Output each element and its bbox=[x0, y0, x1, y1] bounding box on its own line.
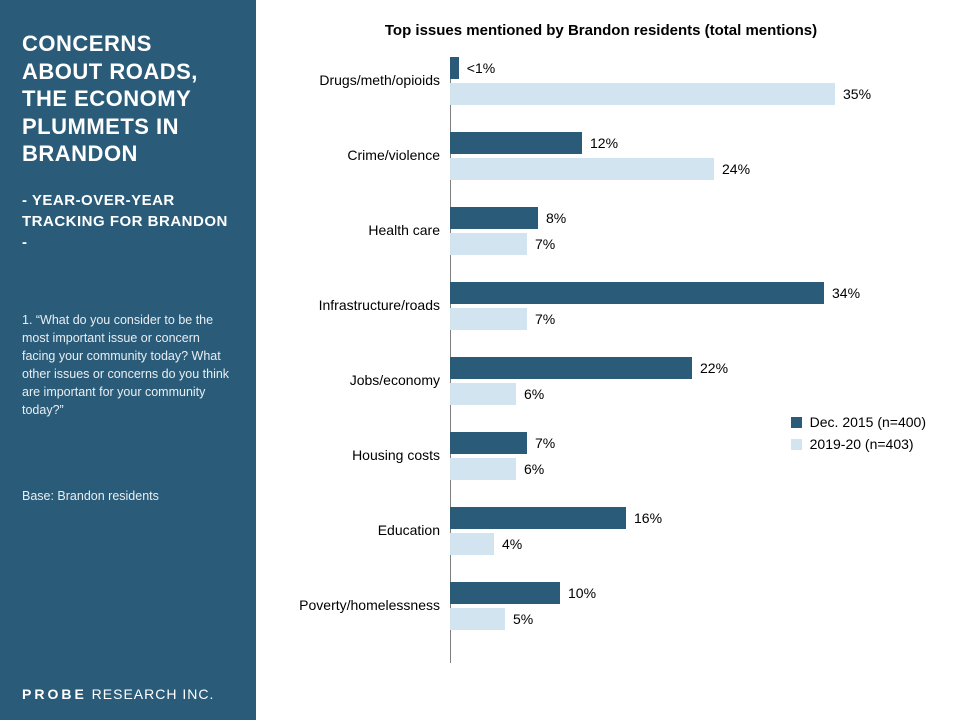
sidebar-title: CONCERNS ABOUT ROADS, THE ECONOMY PLUMME… bbox=[22, 30, 234, 168]
legend-swatch bbox=[791, 439, 802, 450]
category-label: Education bbox=[270, 522, 445, 538]
sidebar-base: Base: Brandon residents bbox=[22, 489, 234, 503]
bar bbox=[450, 383, 516, 405]
bar bbox=[450, 533, 494, 555]
legend: Dec. 2015 (n=400) 2019-20 (n=403) bbox=[791, 414, 926, 458]
bar-value-label: 5% bbox=[513, 611, 533, 627]
legend-label: Dec. 2015 (n=400) bbox=[810, 414, 926, 430]
bar-chart: Drugs/meth/opioids <1% 35% Crime/violence 12… bbox=[270, 57, 930, 657]
page: CONCERNS ABOUT ROADS, THE ECONOMY PLUMME… bbox=[0, 0, 960, 720]
category-label: Crime/violence bbox=[270, 147, 445, 163]
legend-swatch bbox=[791, 417, 802, 428]
bar bbox=[450, 582, 560, 604]
category-label: Infrastructure/roads bbox=[270, 297, 445, 313]
bar bbox=[450, 507, 626, 529]
bar bbox=[450, 207, 538, 229]
bar bbox=[450, 608, 505, 630]
bar-value-label: 22% bbox=[700, 360, 728, 376]
brand-logo: PROBE RESEARCH INC. bbox=[22, 686, 214, 702]
logo-bold: PROBE bbox=[22, 686, 87, 702]
bar-value-label: 34% bbox=[832, 285, 860, 301]
bar-value-label: 7% bbox=[535, 236, 555, 252]
chart-title: Top issues mentioned by Brandon resident… bbox=[270, 22, 932, 39]
legend-label: 2019-20 (n=403) bbox=[810, 436, 914, 452]
bar bbox=[450, 458, 516, 480]
bar bbox=[450, 357, 692, 379]
category-label: Jobs/economy bbox=[270, 372, 445, 388]
bar-value-label: 10% bbox=[568, 585, 596, 601]
bar bbox=[450, 233, 527, 255]
bar bbox=[450, 282, 824, 304]
legend-item: Dec. 2015 (n=400) bbox=[791, 414, 926, 430]
bar bbox=[450, 158, 714, 180]
bar-value-label: 16% bbox=[634, 510, 662, 526]
bar bbox=[450, 83, 835, 105]
category-label: Poverty/homelessness bbox=[270, 597, 445, 613]
bar-value-label: <1% bbox=[467, 60, 495, 76]
bar bbox=[450, 132, 582, 154]
legend-item: 2019-20 (n=403) bbox=[791, 436, 926, 452]
bar-value-label: 35% bbox=[843, 86, 871, 102]
sidebar-subtitle: - YEAR-OVER-YEAR TRACKING FOR BRANDON - bbox=[22, 190, 234, 253]
bar-value-label: 8% bbox=[546, 210, 566, 226]
bar bbox=[450, 308, 527, 330]
bar-value-label: 24% bbox=[722, 161, 750, 177]
main: Top issues mentioned by Brandon resident… bbox=[256, 0, 960, 720]
bar-value-label: 6% bbox=[524, 461, 544, 477]
bar bbox=[450, 57, 459, 79]
category-label: Housing costs bbox=[270, 447, 445, 463]
bar-value-label: 7% bbox=[535, 435, 555, 451]
category-label: Drugs/meth/opioids bbox=[270, 72, 445, 88]
bar-value-label: 7% bbox=[535, 311, 555, 327]
bar-value-label: 4% bbox=[502, 536, 522, 552]
bar-value-label: 6% bbox=[524, 386, 544, 402]
axis-tick bbox=[450, 657, 451, 663]
logo-light: RESEARCH INC. bbox=[87, 686, 215, 702]
bar-value-label: 12% bbox=[590, 135, 618, 151]
sidebar: CONCERNS ABOUT ROADS, THE ECONOMY PLUMME… bbox=[0, 0, 256, 720]
category-label: Health care bbox=[270, 222, 445, 238]
bar bbox=[450, 432, 527, 454]
sidebar-question: 1. “What do you consider to be the most … bbox=[22, 311, 234, 420]
